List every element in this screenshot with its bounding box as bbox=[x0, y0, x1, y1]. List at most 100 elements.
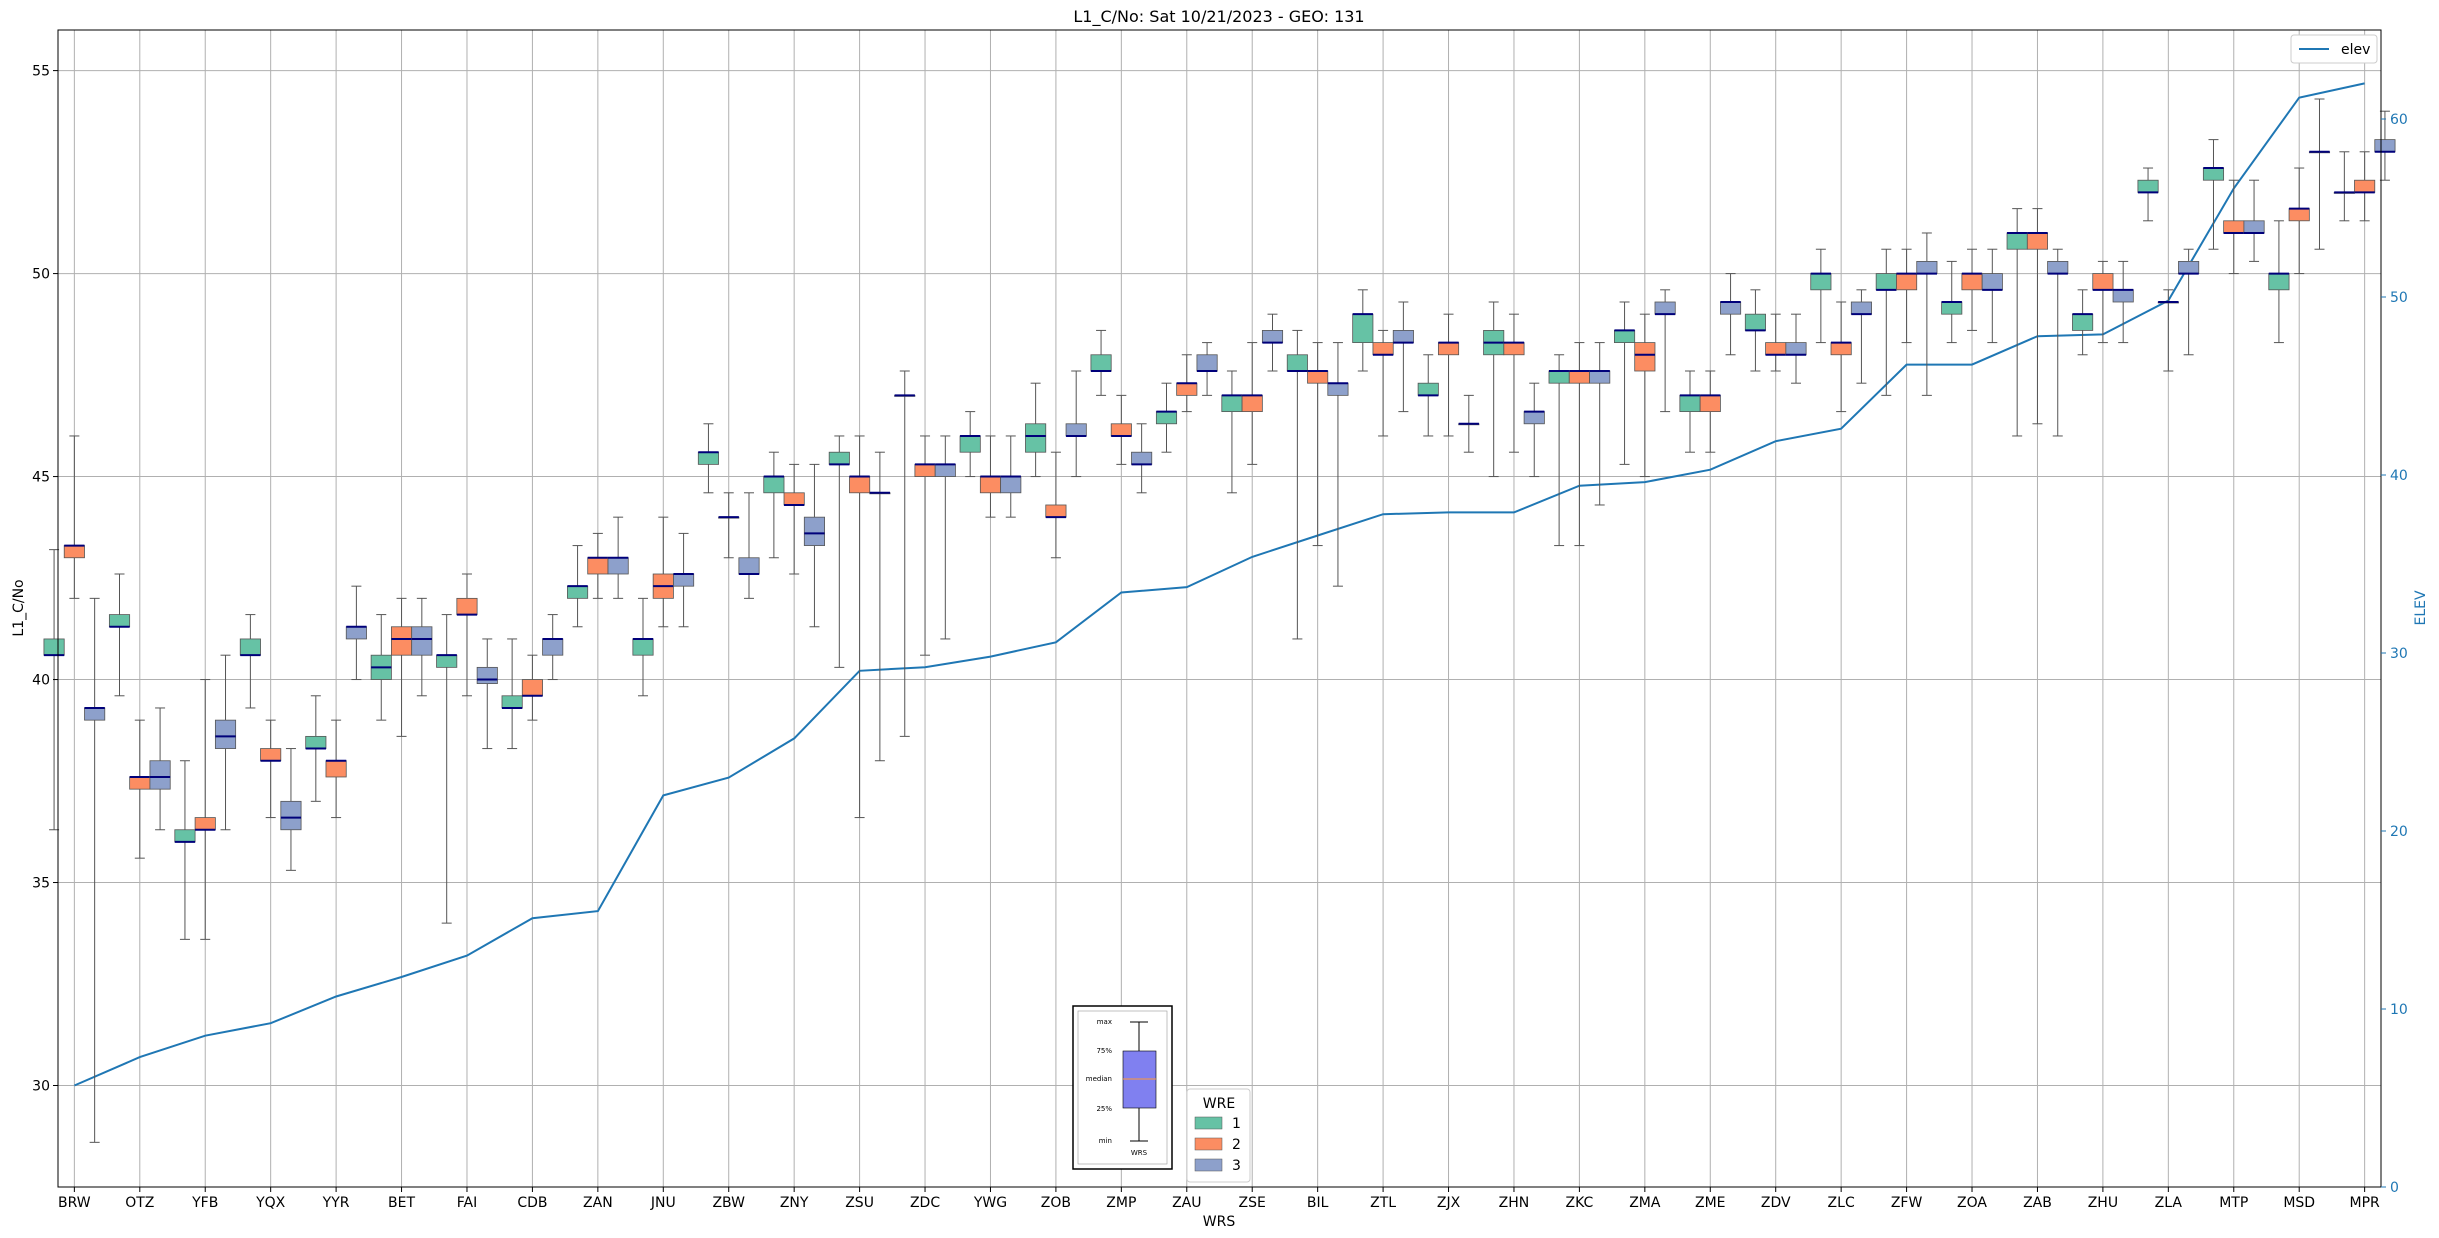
elev-line bbox=[74, 82, 2365, 1087]
box-ZTL-wre2 bbox=[1372, 329, 1394, 437]
x-tick-label: YWG bbox=[973, 1195, 1007, 1211]
wre-legend-label-2: 2 bbox=[1232, 1137, 1241, 1153]
x-tick-label: ZDV bbox=[1761, 1195, 1791, 1211]
x-tick-label: JNU bbox=[650, 1195, 676, 1211]
box-ZAN-wre2 bbox=[587, 532, 609, 599]
x-tick-label: ZKC bbox=[1566, 1195, 1594, 1211]
box-body bbox=[1176, 382, 1198, 396]
y2-tick-label: 20 bbox=[2390, 824, 2408, 840]
y2-tick-label: 60 bbox=[2390, 112, 2408, 128]
box-body bbox=[1634, 342, 1656, 372]
box-key-75-label: 75% bbox=[1096, 1047, 1112, 1055]
y2-tick-label: 40 bbox=[2390, 468, 2408, 484]
box-YQX-wre3 bbox=[280, 748, 302, 871]
box-body bbox=[1327, 382, 1349, 396]
box-ZME-wre2 bbox=[1699, 370, 1721, 453]
box-body bbox=[1941, 301, 1963, 315]
elev-layer bbox=[74, 82, 2365, 1087]
box-CDB-wre2 bbox=[521, 654, 543, 721]
box-body bbox=[959, 435, 981, 453]
box-body bbox=[1850, 301, 1872, 315]
box-body bbox=[436, 654, 458, 668]
box-body bbox=[280, 800, 302, 831]
box-ZDV-wre1 bbox=[1744, 289, 1766, 372]
y-tick-label: 50 bbox=[32, 267, 50, 283]
box-body bbox=[542, 638, 564, 656]
x-tick-label: ZME bbox=[1695, 1195, 1726, 1211]
box-body bbox=[476, 666, 498, 685]
box-ZMP-wre1 bbox=[1090, 329, 1112, 396]
box-ZMA-wre2 bbox=[1634, 313, 1656, 478]
box-ZDC-wre1 bbox=[894, 370, 916, 737]
box-body bbox=[214, 719, 237, 749]
box-body bbox=[1720, 301, 1742, 315]
wre-legend-label-3: 3 bbox=[1232, 1158, 1241, 1174]
box-MSD-wre3 bbox=[2308, 98, 2331, 250]
wre-legend-swatch-2 bbox=[1194, 1137, 1223, 1151]
box-body bbox=[828, 451, 850, 465]
box-CDB-wre3 bbox=[542, 614, 564, 681]
y2-axis-label: ELEV bbox=[2413, 590, 2429, 625]
x-tick-label: MTP bbox=[2219, 1195, 2248, 1211]
x-tick-label: ZMA bbox=[1629, 1195, 1661, 1211]
box-JNU-wre1 bbox=[632, 597, 654, 697]
x-tick-label: YQX bbox=[255, 1195, 286, 1211]
box-ZSU-wre1 bbox=[828, 435, 850, 668]
box-key-median-label: median bbox=[1086, 1075, 1112, 1083]
box-FAI-wre2 bbox=[456, 573, 478, 697]
box-body bbox=[1025, 423, 1047, 453]
box-body bbox=[2092, 273, 2114, 291]
elev-legend: elev bbox=[2290, 34, 2378, 64]
box-ZKC-wre3 bbox=[1589, 342, 1611, 506]
x-tick-label: ZAU bbox=[1172, 1195, 1201, 1211]
box-ZMA-wre1 bbox=[1614, 301, 1636, 465]
box-ZJX-wre2 bbox=[1437, 313, 1460, 437]
box-MTP-wre3 bbox=[2243, 179, 2265, 262]
box-body bbox=[914, 463, 936, 477]
y-tick-label: 30 bbox=[32, 1079, 50, 1095]
x-tick-label: ZBW bbox=[712, 1195, 745, 1211]
box-ZLC-wre1 bbox=[1810, 248, 1832, 344]
box-body bbox=[1744, 313, 1766, 331]
box-BRW-wre1 bbox=[43, 549, 65, 831]
box-ZAU-wre3 bbox=[1196, 342, 1218, 396]
x-tick-label: FAI bbox=[457, 1195, 477, 1211]
box-key-min-label: min bbox=[1099, 1137, 1112, 1145]
x-tick-label: ZNY bbox=[780, 1195, 809, 1211]
box-ZHN-wre1 bbox=[1483, 301, 1505, 478]
box-ZDC-wre3 bbox=[934, 435, 956, 640]
box-body bbox=[1589, 370, 1611, 384]
box-YWG-wre3 bbox=[1000, 435, 1022, 518]
box-body bbox=[174, 829, 196, 843]
x-tick-label: ZMP bbox=[1106, 1195, 1136, 1211]
y2-tick-label: 10 bbox=[2390, 1002, 2408, 1018]
box-body bbox=[1221, 394, 1243, 413]
y-tick-label: 55 bbox=[32, 64, 50, 80]
box-body bbox=[325, 760, 347, 778]
box-ZSE-wre2 bbox=[1241, 342, 1263, 465]
box-body bbox=[2137, 179, 2159, 193]
x-tick-label: MSD bbox=[2283, 1195, 2315, 1211]
box-body bbox=[1155, 411, 1178, 425]
box-OTZ-wre3 bbox=[149, 707, 171, 831]
x-tick-label: ZAN bbox=[583, 1195, 613, 1211]
box-body bbox=[2047, 260, 2069, 274]
y-tick-label: 40 bbox=[32, 673, 50, 689]
box-key-wrs-label: WRS bbox=[1131, 1149, 1148, 1157]
box-ZLA-wre2 bbox=[2157, 289, 2179, 372]
wre-legend-swatch-3 bbox=[1194, 1158, 1223, 1172]
x-axis-label: WRS bbox=[1203, 1214, 1236, 1230]
box-MPR-wre2 bbox=[2354, 151, 2376, 222]
box-ZAN-wre1 bbox=[567, 545, 589, 628]
box-body bbox=[697, 451, 719, 465]
box-body bbox=[2026, 232, 2049, 250]
box-key-max-label: max bbox=[1097, 1018, 1112, 1026]
box-ZHU-wre1 bbox=[2072, 289, 2094, 356]
box-body bbox=[1916, 260, 1938, 274]
box-ZNY-wre2 bbox=[783, 463, 805, 575]
box-body bbox=[1896, 273, 1918, 291]
box-ZHU-wre3 bbox=[2112, 260, 2134, 344]
box-YQX-wre1 bbox=[239, 614, 261, 709]
box-body bbox=[1981, 273, 2003, 291]
box-MPR-wre3 bbox=[2374, 110, 2396, 181]
